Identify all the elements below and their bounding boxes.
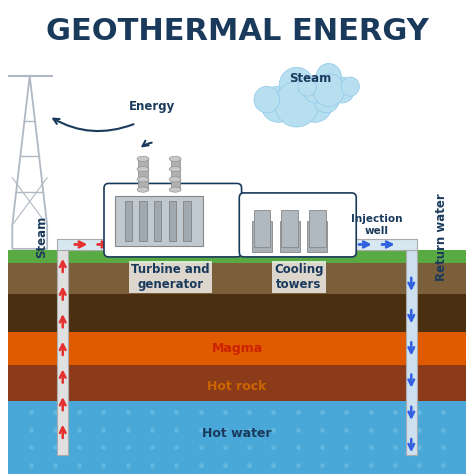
Bar (139, 201, 146, 241)
Bar (154, 201, 161, 241)
Circle shape (298, 77, 317, 96)
Bar (57, 250, 68, 455)
Text: Magma: Magma (211, 342, 263, 355)
Bar (406, 250, 417, 455)
Circle shape (316, 64, 341, 90)
Text: Steam: Steam (289, 72, 331, 85)
Text: Injection
well: Injection well (351, 214, 402, 236)
Bar (125, 201, 132, 241)
Ellipse shape (169, 187, 181, 192)
Circle shape (303, 77, 328, 103)
Text: Steam: Steam (36, 216, 49, 258)
Bar (8, 250, 466, 263)
Circle shape (274, 82, 319, 127)
Text: Energy: Energy (129, 100, 175, 113)
Bar (8, 294, 466, 332)
Circle shape (298, 86, 332, 122)
Bar (8, 263, 466, 294)
Bar (252, 221, 272, 252)
Bar (254, 210, 271, 247)
Bar (57, 239, 417, 250)
Text: Cooling
towers: Cooling towers (274, 263, 324, 292)
Circle shape (341, 77, 359, 96)
Ellipse shape (169, 166, 181, 172)
Text: Hot water: Hot water (202, 427, 272, 440)
Circle shape (254, 86, 280, 113)
Bar (138, 159, 147, 190)
Circle shape (329, 77, 355, 103)
Text: Return water: Return water (435, 193, 447, 281)
Bar (116, 196, 202, 246)
Bar (8, 365, 466, 401)
Bar (171, 159, 180, 190)
Text: Hot rock: Hot rock (207, 380, 267, 393)
Bar (307, 221, 328, 252)
Text: GEOTHERMAL ENERGY: GEOTHERMAL ENERGY (46, 17, 428, 46)
Circle shape (313, 73, 345, 107)
Ellipse shape (169, 156, 181, 161)
Bar (169, 201, 176, 241)
Bar (309, 210, 326, 247)
Bar (280, 221, 300, 252)
FancyBboxPatch shape (104, 183, 242, 257)
Ellipse shape (169, 177, 181, 182)
Ellipse shape (137, 177, 149, 182)
Circle shape (261, 86, 296, 122)
Circle shape (314, 86, 339, 113)
Circle shape (279, 67, 314, 103)
Bar (8, 401, 466, 474)
Ellipse shape (137, 156, 149, 161)
FancyBboxPatch shape (239, 193, 356, 257)
Ellipse shape (137, 187, 149, 192)
Bar (8, 332, 466, 365)
Text: Turbine and
generator: Turbine and generator (131, 263, 210, 292)
Ellipse shape (137, 166, 149, 172)
Bar (282, 210, 298, 247)
Bar (183, 201, 191, 241)
